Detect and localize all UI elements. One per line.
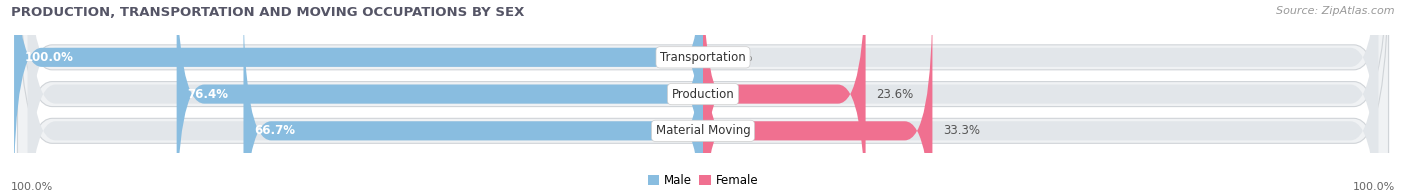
Text: 66.7%: 66.7% [254, 124, 295, 137]
FancyBboxPatch shape [17, 0, 1389, 196]
Text: 100.0%: 100.0% [24, 51, 73, 64]
Text: PRODUCTION, TRANSPORTATION AND MOVING OCCUPATIONS BY SEX: PRODUCTION, TRANSPORTATION AND MOVING OC… [11, 6, 524, 19]
Text: 76.4%: 76.4% [187, 88, 228, 101]
Text: 23.6%: 23.6% [876, 88, 912, 101]
Text: 33.3%: 33.3% [943, 124, 980, 137]
FancyBboxPatch shape [17, 0, 1389, 196]
FancyBboxPatch shape [28, 0, 1378, 195]
Legend: Male, Female: Male, Female [643, 169, 763, 192]
Text: Production: Production [672, 88, 734, 101]
Text: 100.0%: 100.0% [11, 182, 53, 192]
FancyBboxPatch shape [17, 0, 1389, 196]
Text: 0.0%: 0.0% [724, 51, 754, 64]
FancyBboxPatch shape [28, 0, 1378, 196]
FancyBboxPatch shape [177, 0, 703, 196]
Text: Source: ZipAtlas.com: Source: ZipAtlas.com [1277, 6, 1395, 16]
Text: Material Moving: Material Moving [655, 124, 751, 137]
FancyBboxPatch shape [243, 0, 703, 196]
FancyBboxPatch shape [703, 0, 932, 196]
FancyBboxPatch shape [14, 0, 703, 195]
FancyBboxPatch shape [703, 0, 866, 196]
FancyBboxPatch shape [28, 0, 1378, 196]
Text: 100.0%: 100.0% [1353, 182, 1395, 192]
Text: Transportation: Transportation [661, 51, 745, 64]
